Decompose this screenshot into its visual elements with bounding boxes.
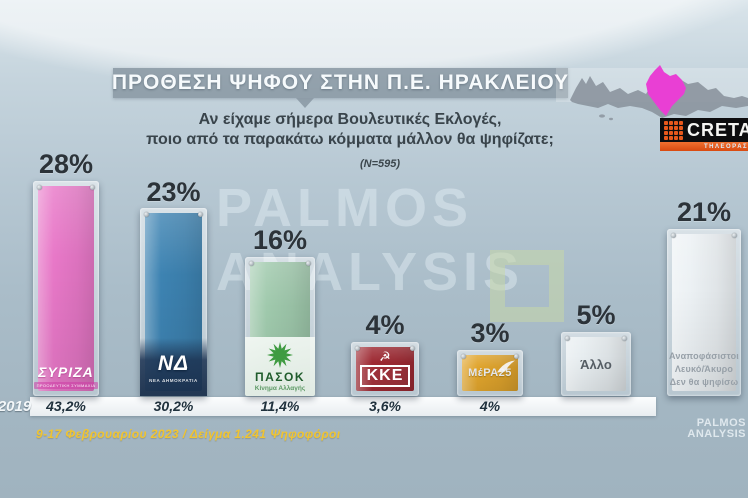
heraklion-highlight: [646, 65, 686, 116]
bar-mera25: ΜέΡΑ25: [457, 350, 523, 396]
screw-icon: [671, 233, 676, 238]
pct-label-kke: 4%: [365, 310, 405, 340]
pasok-logo: ΠΑΣΟΚ Κίνημα Αλλαγής: [245, 337, 315, 396]
kke-logo-frame: ΚΚΕ: [359, 365, 411, 387]
bar-pasok: ΠΑΣΟΚ Κίνημα Αλλαγής: [245, 257, 315, 396]
screw-icon: [461, 354, 466, 359]
pasok-logo-text: ΠΑΣΟΚ: [254, 369, 306, 384]
bar-fill-other: [566, 337, 626, 391]
poll-question: Αν είχαμε σήμερα Βουλευτικές Εκλογές, πο…: [60, 110, 640, 150]
pct-label-nd: 23%: [146, 177, 201, 207]
nd-monogram: ΝΔ: [157, 351, 190, 375]
screw-icon: [37, 185, 42, 190]
bar-fill-undecided: [672, 234, 736, 391]
islet-dot: [609, 117, 613, 121]
pasok-logo-subtext: Κίνημα Αλλαγής: [254, 384, 306, 392]
kke-logo-text: ΚΚΕ: [366, 367, 404, 384]
palmos-watermark: PALMOS ANALYSIS: [216, 176, 524, 304]
screw-icon: [249, 261, 254, 266]
mera25-logo: ΜέΡΑ25: [457, 350, 523, 396]
watermark-line1: PALMOS: [216, 178, 473, 238]
other-label: Άλλο: [561, 332, 631, 396]
poll-question-line1: Αν είχαμε σήμερα Βουλευτικές Εκλογές,: [198, 111, 502, 128]
corner-credit-line1: PALMOS: [696, 417, 746, 429]
creta-logo-box: CRETA: [660, 118, 748, 142]
bar-undecided: Αναποφάσιστοι Λευκό/Άκυρο Δεν θα ψηφίσω: [667, 229, 741, 396]
prev-result-mera25: 4%: [479, 398, 501, 414]
nd-logo-subtext: ΝΕΑ ΔΗΜΟΚΡΑΤΙΑ: [149, 377, 198, 383]
corner-credit-line2: ANALYSIS: [687, 428, 746, 440]
islet-dot: [599, 114, 605, 118]
bar-fill-kke: [356, 347, 414, 391]
pct-label-pasok: 16%: [252, 225, 308, 255]
palmos-corner-credit: PALMOS ANALYSIS: [687, 418, 746, 440]
prev-result-pasok: 11,4%: [260, 398, 300, 414]
screw-icon: [90, 185, 95, 190]
pct-label-other: 5%: [576, 300, 616, 330]
pct-label-undecided: 21%: [676, 197, 732, 227]
bar-syriza: ΣΥΡΙΖΑ ΠΡΟΟΔΕΥΤΙΚΗ ΣΥΜΜΑΧΙΑ: [33, 181, 99, 396]
creta-tv-logo: CRETA ΤΗΛΕΟΡΑΣΗ: [660, 118, 748, 152]
screw-icon: [306, 261, 311, 266]
square-watermark-decoration: [490, 250, 564, 322]
sample-size: (N=595): [359, 158, 401, 170]
creta-strip-text: ΤΗΛΕΟΡΑΣΗ: [704, 143, 748, 150]
banner-pointer-decoration: [296, 98, 314, 108]
undecided-label-lines: Αναποφάσιστοι Λευκό/Άκυρο Δεν θα ψηφίσω: [669, 350, 739, 389]
creta-logo-strip: ΤΗΛΕΟΡΑΣΗ: [660, 142, 748, 151]
prev-result-syriza: 43,2%: [46, 398, 86, 414]
pct-label-mera25: 3%: [470, 318, 510, 348]
pasok-sun-icon: [267, 341, 293, 368]
screw-icon: [565, 336, 570, 341]
page-title: ΠΡΟΘΕΣΗ ΨΗΦΟΥ ΣΤΗΝ Π.Ε. ΗΡΑΚΛΕΙΟΥ: [112, 68, 568, 98]
fieldwork-footnote: 9-17 Φεβρουαρίου 2023 / Δείγμα 1.241 Ψηφ…: [36, 427, 341, 441]
other-label-text: Άλλο: [580, 356, 612, 372]
undecided-label: Αναποφάσιστοι Λευκό/Άκυρο Δεν θα ψηφίσω: [667, 350, 741, 396]
poll-question-line2: ποιο από τα παρακάτω κόμματα μάλλον θα ψ…: [146, 131, 554, 148]
screw-icon: [355, 346, 360, 351]
year-2019-label: 2019: [0, 398, 32, 415]
kke-logo: ☭ ΚΚΕ: [351, 342, 419, 396]
mera25-swoosh-icon: [497, 360, 515, 373]
crete-map: [556, 32, 748, 126]
bar-nea-dimokratia: ΝΔ ΝΕΑ ΔΗΜΟΚΡΑΤΙΑ: [140, 208, 207, 396]
nea-dimokratia-logo: ΝΔ ΝΕΑ ΔΗΜΟΚΡΑΤΙΑ: [140, 338, 207, 396]
bar-fill-mera25: [462, 355, 518, 391]
crete-map-graphic: [556, 65, 748, 121]
prev-result-nd: 30,2%: [153, 398, 194, 414]
pct-label-syriza: 28%: [38, 149, 94, 179]
creta-dots-icon: [664, 120, 683, 140]
bar-other: Άλλο: [561, 332, 631, 396]
screw-icon: [144, 212, 149, 217]
screw-icon: [410, 346, 415, 351]
screw-icon: [622, 336, 627, 341]
hammer-sickle-icon: ☭: [379, 350, 391, 365]
undecided-line2: Λευκό/Άκυρο: [674, 364, 734, 374]
screw-icon: [198, 212, 203, 217]
results-2019-strip: [30, 397, 656, 416]
creta-logo-text: CRETA: [687, 119, 748, 140]
undecided-line1: Αναποφάσιστοι: [669, 351, 739, 361]
syriza-logo: ΣΥΡΙΖΑ ΠΡΟΟΔΕΥΤΙΚΗ ΣΥΜΜΑΧΙΑ: [33, 364, 99, 396]
bar-fill-syriza: [38, 186, 94, 391]
undecided-line3: Δεν θα ψηφίσω: [669, 377, 739, 387]
screw-icon: [514, 354, 519, 359]
syriza-logo-subtext: ΠΡΟΟΔΕΥΤΙΚΗ ΣΥΜΜΑΧΙΑ: [33, 382, 99, 389]
prev-result-kke: 3,6%: [369, 398, 401, 414]
screw-icon: [732, 233, 737, 238]
syriza-logo-text: ΣΥΡΙΖΑ: [38, 364, 94, 380]
bar-kke: ☭ ΚΚΕ: [351, 342, 419, 396]
